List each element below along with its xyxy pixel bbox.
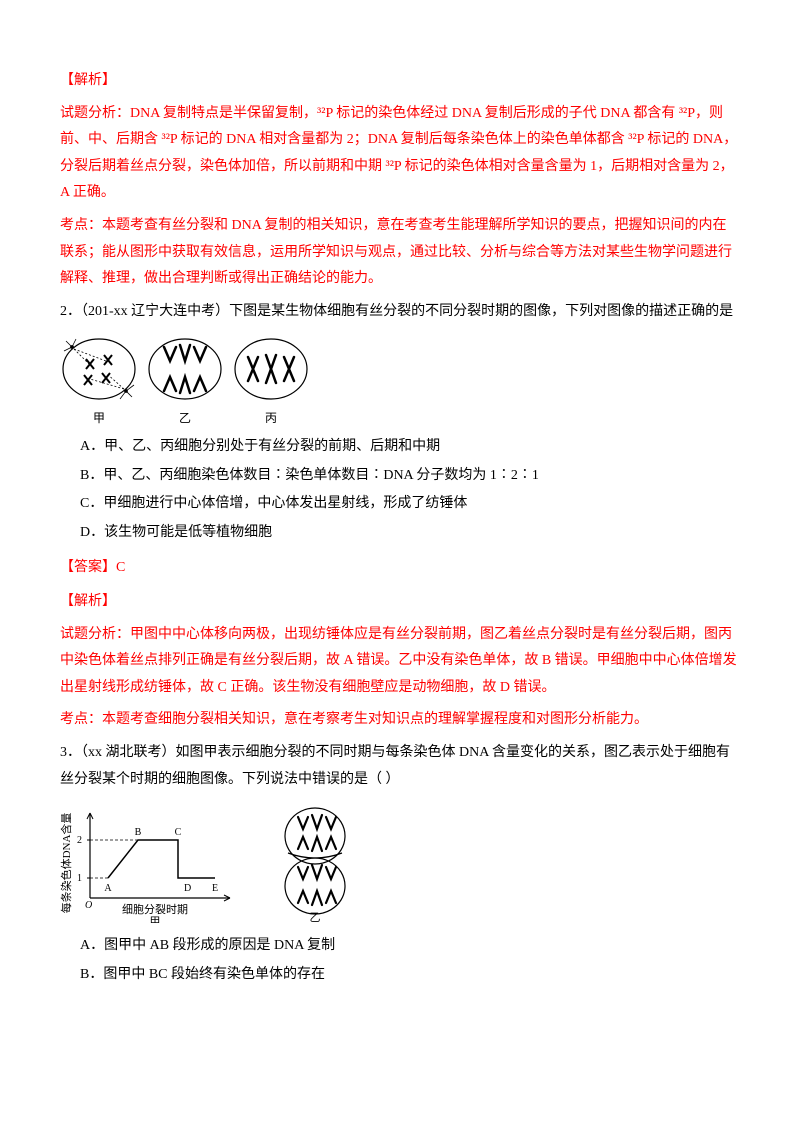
q2-fig-jia-label: 甲 [60,407,138,430]
analysis1-p2: 考点：本题考查有丝分裂和 DNA 复制的相关知识，意在考查考生能理解所学知识的要… [60,213,740,293]
cell-anaphase-icon [146,337,224,405]
line-chart-icon: 每条染色体DNA含量 1 2 A B C D E O [60,803,240,923]
q2-fig-jia: 甲 [60,337,138,430]
point-B: B [135,827,142,838]
q3-option-b: B．图甲中 BC 段始终有染色单体的存在 [80,962,740,989]
point-D: D [184,883,191,894]
q3-figure-row: 每条染色体DNA含量 1 2 A B C D E O [60,803,740,923]
q3-stem: 3．（xx 湖北联考）如图甲表示细胞分裂的不同时期与每条染色体 DNA 含量变化… [60,740,740,793]
q2-analysis-p2: 考点：本题考查细胞分裂相关知识，意在考察考生对知识点的理解掌握程度和对图形分析能… [60,707,740,734]
q2-fig-yi: 乙 [146,337,224,430]
cell-prophase-icon [60,337,138,405]
q2-fig-bing-label: 丙 [232,407,310,430]
chart-xlabel: 细胞分裂时期 [122,903,188,916]
point-C: C [175,827,182,838]
q2-answer-header: 【答案】C [60,555,740,582]
q2-analysis-header: 【解析】 [60,589,740,616]
point-E: E [212,883,218,894]
q2-figure-row: 甲 乙 丙 [60,337,740,430]
q2-fig-bing: 丙 [232,337,310,430]
q3-option-a: A．图甲中 AB 段形成的原因是 DNA 复制 [80,933,740,960]
q2-option-b: B．甲、乙、丙细胞染色体数目∶染色单体数目∶DNA 分子数均为 1∶2∶1 [80,463,740,490]
point-A: A [104,883,112,894]
q2-fig-yi-label: 乙 [146,407,224,430]
chart-sub2: 乙 [310,911,321,923]
q2-option-c: C．甲细胞进行中心体倍增，中心体发出星射线，形成了纺锤体 [80,491,740,518]
q2-option-a: A．甲、乙、丙细胞分别处于有丝分裂的前期、后期和中期 [80,434,740,461]
q2-stem: 2．（201-xx 辽宁大连中考）下图是某生物体细胞有丝分裂的不同分裂时期的图像… [60,299,740,326]
ytick-1: 1 [77,873,82,884]
chart-ylabel: 每条染色体DNA含量 [60,813,73,914]
cell-metaphase-icon [232,337,310,405]
chart-sub1: 甲 [150,916,161,923]
q3-cell-yi: 乙 [270,803,360,923]
q3-chart-jia: 每条染色体DNA含量 1 2 A B C D E O [60,803,240,923]
origin-O: O [85,900,92,911]
analysis-header-1: 【解析】 [60,68,740,95]
q2-option-d: D．该生物可能是低等植物细胞 [80,520,740,547]
dividing-cell-icon: 乙 [270,803,360,923]
ytick-2: 2 [77,835,82,846]
analysis1-p1: 试题分析：DNA 复制特点是半保留复制，³²P 标记的染色体经过 DNA 复制后… [60,101,740,207]
q2-analysis-p1: 试题分析：甲图中中心体移向两极，出现纺锤体应是有丝分裂前期，图乙着丝点分裂时是有… [60,622,740,702]
